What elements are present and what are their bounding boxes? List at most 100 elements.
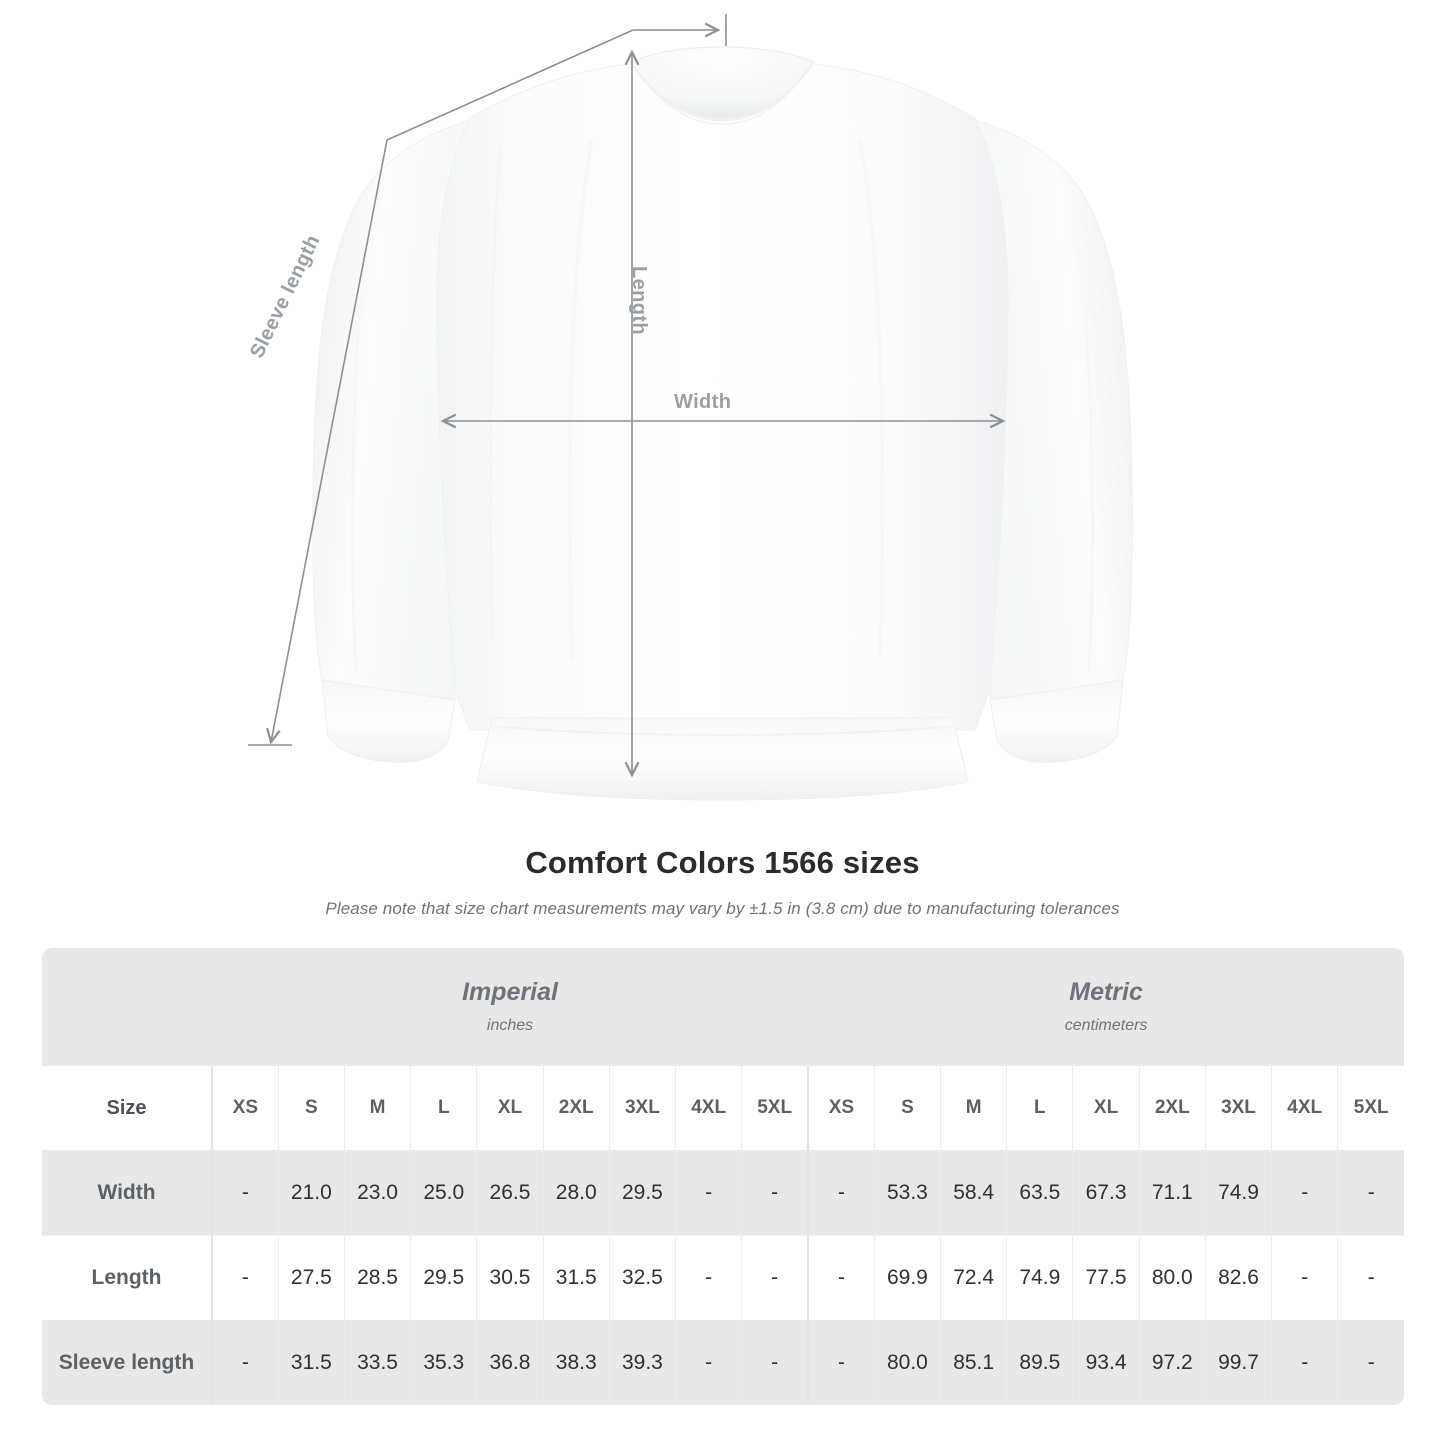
unit-subtitle: centimeters: [1064, 1016, 1148, 1034]
cell-sleeve-length-imperial-l: 35.3: [410, 1320, 477, 1405]
size-header-imperial-3xl: 3XL: [608, 1066, 676, 1151]
cell-width-imperial-3xl: 29.5: [608, 1150, 676, 1236]
cell-sleeve-length-imperial-4xl: -: [675, 1320, 742, 1405]
cell-length-metric-m: 72.4: [940, 1235, 1007, 1321]
cell-length-imperial-l: 29.5: [410, 1235, 477, 1321]
cell-width-metric-5xl: -: [1337, 1150, 1405, 1236]
garment-shape: [312, 46, 1133, 801]
size-header-imperial-xs: XS: [210, 1066, 279, 1151]
unit-name: Metric: [1069, 978, 1143, 1007]
cell-sleeve-length-metric-5xl: -: [1337, 1320, 1405, 1405]
cell-width-metric-m: 58.4: [940, 1150, 1007, 1236]
cell-length-metric-s: 69.9: [873, 1235, 941, 1321]
unit-subtitle: inches: [486, 1016, 534, 1034]
size-header-metric-s: S: [873, 1066, 941, 1151]
cell-length-metric-xs: -: [807, 1235, 875, 1321]
length-label: Length: [628, 266, 650, 336]
row-label-sleeve-length: Sleeve length: [42, 1320, 212, 1405]
table-row: Width -21.0 23.0 25.0 26.5 28.0 29.5- - -53.3 58.…: [42, 1150, 1405, 1236]
tolerance-note: Please note that size chart measurements…: [325, 899, 1120, 918]
cell-width-metric-4xl: -: [1271, 1150, 1338, 1236]
cell-width-metric-2xl: 71.1: [1138, 1150, 1206, 1236]
cell-width-metric-3xl: 74.9: [1204, 1150, 1272, 1236]
cell-sleeve-length-imperial-s: 31.5: [277, 1320, 345, 1405]
unit-banner-spacer: [42, 948, 212, 1066]
cell-width-imperial-4xl: -: [675, 1150, 742, 1236]
cell-width-imperial-xs: -: [210, 1150, 279, 1236]
cell-length-imperial-2xl: 31.5: [542, 1235, 610, 1321]
unit-group-metric: Metric centimeters: [808, 948, 1405, 1066]
table-row: Length -27.5 28.5 29.5 30.5 31.5 32.5- - -69.9 72…: [42, 1235, 1405, 1321]
row-label-length: Length: [42, 1235, 212, 1321]
cell-sleeve-length-metric-xs: -: [807, 1320, 875, 1405]
cell-length-imperial-xl: 30.5: [476, 1235, 544, 1321]
size-header-imperial-xl: XL: [476, 1066, 544, 1151]
size-header-metric-5xl: 5XL: [1337, 1066, 1405, 1151]
cell-length-metric-xl: 77.5: [1072, 1235, 1140, 1321]
cell-length-metric-2xl: 80.0: [1138, 1235, 1206, 1321]
cell-length-imperial-5xl: -: [741, 1235, 809, 1321]
garment-diagram: Sleeve length Length Width: [246, 14, 1133, 801]
cell-width-imperial-5xl: -: [741, 1150, 809, 1236]
unit-name: Imperial: [462, 978, 558, 1007]
cell-sleeve-length-imperial-3xl: 39.3: [608, 1320, 676, 1405]
cell-length-imperial-s: 27.5: [277, 1235, 345, 1321]
row-label-width: Width: [42, 1150, 212, 1236]
cell-width-metric-s: 53.3: [873, 1150, 941, 1236]
cell-length-metric-4xl: -: [1271, 1235, 1338, 1321]
size-header-imperial-5xl: 5XL: [741, 1066, 809, 1151]
cell-sleeve-length-metric-3xl: 99.7: [1204, 1320, 1272, 1405]
cell-length-imperial-4xl: -: [675, 1235, 742, 1321]
size-header-imperial-4xl: 4XL: [675, 1066, 742, 1151]
cell-width-imperial-s: 21.0: [277, 1150, 345, 1236]
cell-length-metric-l: 74.9: [1006, 1235, 1073, 1321]
page-title: Comfort Colors 1566 sizes: [525, 845, 920, 880]
size-header-metric-xs: XS: [807, 1066, 875, 1151]
size-table-wrapper: Imperial inches Metric centimeters Size XS S M L…: [42, 948, 1405, 1405]
cell-length-imperial-3xl: 32.5: [608, 1235, 676, 1321]
cell-sleeve-length-metric-2xl: 97.2: [1138, 1320, 1206, 1405]
cell-sleeve-length-imperial-5xl: -: [741, 1320, 809, 1405]
cell-sleeve-length-imperial-xs: -: [210, 1320, 279, 1405]
cell-sleeve-length-imperial-m: 33.5: [343, 1320, 411, 1405]
sleeve-length-arrow: [266, 139, 388, 745]
size-header-imperial-s: S: [277, 1066, 345, 1151]
cell-width-metric-xs: -: [807, 1150, 875, 1236]
cell-width-metric-l: 63.5: [1006, 1150, 1073, 1236]
size-header-imperial-2xl: 2XL: [542, 1066, 610, 1151]
unit-group-imperial: Imperial inches: [212, 948, 809, 1066]
cell-sleeve-length-imperial-2xl: 38.3: [542, 1320, 610, 1405]
cell-width-imperial-xl: 26.5: [476, 1150, 544, 1236]
size-header-imperial-m: M: [343, 1066, 411, 1151]
sleeve-shoulder-line: [386, 29, 634, 141]
cell-sleeve-length-metric-m: 85.1: [940, 1320, 1007, 1405]
cell-length-imperial-xs: -: [210, 1235, 279, 1321]
size-header-metric-xl: XL: [1072, 1066, 1140, 1151]
cell-width-imperial-2xl: 28.0: [542, 1150, 610, 1236]
cell-width-imperial-m: 23.0: [343, 1150, 411, 1236]
cell-sleeve-length-metric-l: 89.5: [1006, 1320, 1073, 1405]
size-column-header: Size: [42, 1066, 212, 1151]
cell-length-metric-5xl: -: [1337, 1235, 1405, 1321]
title-block: Comfort Colors 1566 sizes Please note th…: [0, 845, 1445, 919]
unit-banner-row: Imperial inches Metric centimeters: [42, 948, 1405, 1066]
size-header-metric-l: L: [1006, 1066, 1073, 1151]
cell-length-imperial-m: 28.5: [343, 1235, 411, 1321]
size-header-imperial-l: L: [410, 1066, 477, 1151]
size-header-row: Size XS S M L XL 2XL 3XL 4XL 5XL XS S M L XL 2XL 3XL 4XL 5…: [42, 1066, 1405, 1151]
cell-sleeve-length-metric-xl: 93.4: [1072, 1320, 1140, 1405]
cell-width-imperial-l: 25.0: [410, 1150, 477, 1236]
size-header-metric-3xl: 3XL: [1204, 1066, 1272, 1151]
cell-length-metric-3xl: 82.6: [1204, 1235, 1272, 1321]
size-table: Imperial inches Metric centimeters Size XS S M L…: [42, 948, 1405, 1405]
measurement-lines: [248, 14, 1006, 778]
table-row: Sleeve length -31.5 33.5 35.3 36.8 38.3 39.3- -…: [42, 1320, 1405, 1405]
cell-width-metric-xl: 67.3: [1072, 1150, 1140, 1236]
cell-sleeve-length-metric-s: 80.0: [873, 1320, 941, 1405]
width-label: Width: [674, 391, 732, 413]
size-header-metric-2xl: 2XL: [1138, 1066, 1206, 1151]
size-header-metric-m: M: [940, 1066, 1007, 1151]
size-header-metric-4xl: 4XL: [1271, 1066, 1338, 1151]
cell-sleeve-length-metric-4xl: -: [1271, 1320, 1338, 1405]
